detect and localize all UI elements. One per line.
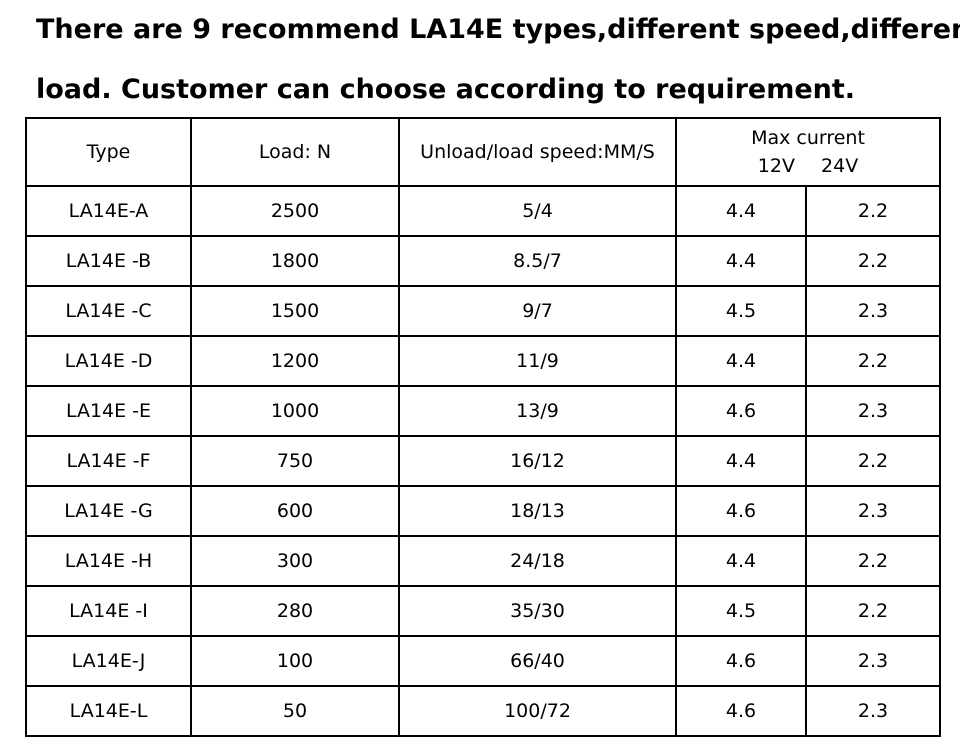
cell-speed: 16/12 — [398, 435, 677, 487]
cell-current-12v: 4.4 — [675, 535, 807, 587]
cell-type: LA14E -B — [25, 235, 192, 287]
header-max-current-label: Max current — [751, 127, 865, 149]
cell-current-12v: 4.6 — [675, 485, 807, 537]
cell-speed: 35/30 — [398, 585, 677, 637]
cell-type: LA14E -H — [25, 535, 192, 587]
table-row: LA14E -E 1000 13/9 4.6 2.3 — [25, 385, 941, 437]
cell-current-12v: 4.4 — [675, 235, 807, 287]
cell-load: 1800 — [190, 235, 400, 287]
cell-load: 300 — [190, 535, 400, 587]
cell-type: LA14E -F — [25, 435, 192, 487]
cell-current-12v: 4.6 — [675, 635, 807, 687]
cell-load: 50 — [190, 685, 400, 737]
cell-speed: 5/4 — [398, 185, 677, 237]
table-row: LA14E -H 300 24/18 4.4 2.2 — [25, 535, 941, 587]
cell-current-12v: 4.4 — [675, 335, 807, 387]
cell-load: 100 — [190, 635, 400, 687]
table-row: LA14E -I 280 35/30 4.5 2.2 — [25, 585, 941, 637]
cell-type: LA14E -I — [25, 585, 192, 637]
cell-speed: 18/13 — [398, 485, 677, 537]
header-load: Load: N — [190, 117, 400, 187]
cell-current-12v: 4.5 — [675, 285, 807, 337]
cell-speed: 13/9 — [398, 385, 677, 437]
intro-text: There are 9 recommend LA14E types,differ… — [36, 0, 960, 120]
spec-table-header: Type Load: N Unload/load speed:MM/S Max … — [25, 117, 941, 187]
header-voltages: 12V 24V — [678, 152, 938, 180]
cell-current-24v: 2.3 — [805, 635, 941, 687]
table-row: LA14E -G 600 18/13 4.6 2.3 — [25, 485, 941, 537]
cell-current-24v: 2.2 — [805, 235, 941, 287]
table-row: LA14E -C 1500 9/7 4.5 2.3 — [25, 285, 941, 337]
cell-load: 600 — [190, 485, 400, 537]
intro-line-1: There are 9 recommend LA14E types,differ… — [36, 14, 960, 45]
cell-load: 1000 — [190, 385, 400, 437]
cell-current-24v: 2.3 — [805, 285, 941, 337]
spec-table-body: LA14E-A 2500 5/4 4.4 2.2 LA14E -B 1800 8.5/7 4.4… — [25, 185, 941, 737]
cell-type: LA14E -C — [25, 285, 192, 337]
header-type: Type — [25, 117, 192, 187]
cell-current-12v: 4.6 — [675, 685, 807, 737]
cell-current-24v: 2.2 — [805, 535, 941, 587]
cell-load: 750 — [190, 435, 400, 487]
cell-type: LA14E-A — [25, 185, 192, 237]
cell-speed: 8.5/7 — [398, 235, 677, 287]
cell-load: 1200 — [190, 335, 400, 387]
cell-current-12v: 4.6 — [675, 385, 807, 437]
table-row: LA14E-L 50 100/72 4.6 2.3 — [25, 685, 941, 737]
cell-current-24v: 2.3 — [805, 685, 941, 737]
cell-load: 280 — [190, 585, 400, 637]
cell-current-24v: 2.2 — [805, 185, 941, 237]
cell-speed: 100/72 — [398, 685, 677, 737]
cell-speed: 24/18 — [398, 535, 677, 587]
cell-speed: 11/9 — [398, 335, 677, 387]
header-row: Type Load: N Unload/load speed:MM/S Max … — [25, 117, 941, 187]
cell-current-24v: 2.2 — [805, 435, 941, 487]
cell-type: LA14E -G — [25, 485, 192, 537]
cell-type: LA14E -E — [25, 385, 192, 437]
table-row: LA14E -D 1200 11/9 4.4 2.2 — [25, 335, 941, 387]
intro-line-2: load. Customer can choose according to r… — [36, 74, 856, 105]
cell-current-24v: 2.2 — [805, 585, 941, 637]
cell-current-12v: 4.5 — [675, 585, 807, 637]
cell-type: LA14E-L — [25, 685, 192, 737]
cell-current-12v: 4.4 — [675, 435, 807, 487]
spec-table: Type Load: N Unload/load speed:MM/S Max … — [25, 117, 941, 737]
cell-load: 1500 — [190, 285, 400, 337]
table-row: LA14E-J 100 66/40 4.6 2.3 — [25, 635, 941, 687]
header-speed: Unload/load speed:MM/S — [398, 117, 677, 187]
table-row: LA14E -B 1800 8.5/7 4.4 2.2 — [25, 235, 941, 287]
cell-current-24v: 2.3 — [805, 485, 941, 537]
table-row: LA14E -F 750 16/12 4.4 2.2 — [25, 435, 941, 487]
cell-current-24v: 2.3 — [805, 385, 941, 437]
cell-current-24v: 2.2 — [805, 335, 941, 387]
cell-load: 2500 — [190, 185, 400, 237]
header-12v: 12V — [757, 155, 795, 177]
header-max-current: Max current 12V 24V — [675, 117, 941, 187]
cell-type: LA14E -D — [25, 335, 192, 387]
cell-type: LA14E-J — [25, 635, 192, 687]
header-24v: 24V — [821, 155, 859, 177]
cell-speed: 66/40 — [398, 635, 677, 687]
cell-current-12v: 4.4 — [675, 185, 807, 237]
table-row: LA14E-A 2500 5/4 4.4 2.2 — [25, 185, 941, 237]
cell-speed: 9/7 — [398, 285, 677, 337]
